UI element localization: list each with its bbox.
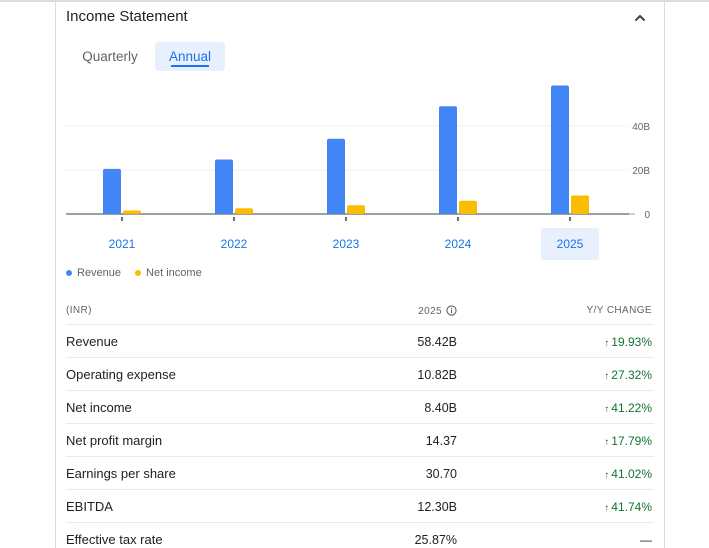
net-income-bar bbox=[571, 195, 589, 214]
income-bar-chart: 0 20B 40B 2021 2022 2023 2024 2025 bbox=[66, 85, 650, 260]
row-label: Net profit margin bbox=[66, 433, 163, 448]
x-tick-label[interactable]: 2022 bbox=[221, 237, 248, 251]
row-change: ↑ 41.22% bbox=[604, 401, 652, 415]
table-row: Revenue 58.42B ↑ 19.93% bbox=[66, 324, 654, 357]
row-change-value: 41.74% bbox=[611, 500, 652, 514]
card-title: Income Statement bbox=[66, 8, 188, 25]
arrow-up-icon: ↑ bbox=[604, 470, 610, 481]
row-change-value: 41.02% bbox=[611, 467, 652, 481]
net-income-bar bbox=[123, 210, 141, 214]
tab-quarterly[interactable]: Quarterly bbox=[82, 49, 138, 64]
row-value: 12.30B bbox=[417, 500, 457, 514]
revenue-bar bbox=[103, 168, 121, 214]
legend-item-revenue: Revenue bbox=[66, 267, 121, 279]
table-row: Operating expense 10.82B ↑ 27.32% bbox=[66, 357, 654, 390]
table-row: Net profit margin 14.37 ↑ 17.79% bbox=[66, 423, 654, 456]
row-change: — bbox=[640, 533, 652, 547]
row-value: 30.70 bbox=[425, 467, 457, 481]
x-tick-label[interactable]: 2025 bbox=[557, 237, 584, 251]
tab-selected-indicator bbox=[171, 65, 209, 67]
column-header-year: 2025 bbox=[366, 305, 457, 317]
legend-item-net-income: Net income bbox=[135, 267, 202, 279]
revenue-bar bbox=[215, 159, 233, 214]
net-income-bar bbox=[235, 208, 253, 214]
x-tick-label[interactable]: 2023 bbox=[333, 237, 360, 251]
row-change: ↑ 41.74% bbox=[604, 500, 652, 514]
row-label: EBITDA bbox=[66, 499, 113, 514]
row-label: Effective tax rate bbox=[66, 532, 163, 547]
tab-annual-label: Annual bbox=[168, 49, 212, 64]
revenue-bar bbox=[551, 85, 569, 214]
row-value: 14.37 bbox=[425, 434, 457, 448]
legend-dot-net-income bbox=[135, 270, 142, 276]
x-tick-label[interactable]: 2021 bbox=[109, 237, 136, 251]
top-divider bbox=[0, 0, 709, 2]
row-change-value: 27.32% bbox=[611, 368, 652, 382]
row-change-value: 19.93% bbox=[611, 335, 652, 349]
arrow-up-icon: ↑ bbox=[604, 338, 610, 349]
row-change: ↑ 41.02% bbox=[604, 467, 652, 481]
row-change: ↑ 27.32% bbox=[604, 368, 652, 382]
row-change: ↑ 17.79% bbox=[604, 434, 652, 448]
card-header[interactable]: Income Statement bbox=[66, 8, 656, 32]
table-header: (INR) 2025 Y/Y CHANGE bbox=[66, 294, 654, 324]
row-value: 58.42B bbox=[417, 335, 457, 349]
table-row: EBITDA 12.30B ↑ 41.74% bbox=[66, 489, 654, 522]
row-label: Net income bbox=[66, 400, 132, 415]
arrow-up-icon: ↑ bbox=[604, 371, 610, 382]
table-row: Effective tax rate 25.87% — bbox=[66, 522, 654, 548]
column-header-year-label: 2025 bbox=[418, 306, 442, 317]
revenue-bar bbox=[439, 106, 457, 214]
row-label: Revenue bbox=[66, 334, 119, 349]
table-row: Net income 8.40B ↑ 41.22% bbox=[66, 390, 654, 423]
legend-dot-revenue bbox=[66, 270, 72, 276]
chevron-up-icon[interactable] bbox=[632, 10, 648, 26]
y-tick-label: 0 bbox=[644, 210, 650, 221]
net-income-bar bbox=[459, 200, 477, 214]
table-body: Revenue 58.42B ↑ 19.93% Operating expense 10.… bbox=[66, 324, 654, 548]
x-tick-label[interactable]: 2024 bbox=[445, 237, 472, 251]
row-value: 25.87% bbox=[414, 533, 457, 547]
row-label: Earnings per share bbox=[66, 466, 176, 481]
column-header-currency: (INR) bbox=[66, 305, 92, 316]
row-value: 8.40B bbox=[424, 401, 457, 415]
net-income-bar bbox=[347, 205, 365, 214]
financials-table: (INR) 2025 Y/Y CHANGE Revenue 58.42B ↑ 19.9… bbox=[66, 294, 654, 548]
row-change-value: 17.79% bbox=[611, 434, 652, 448]
selected-year-highlight bbox=[541, 228, 599, 260]
chart-legend: Revenue Net income bbox=[66, 267, 202, 279]
arrow-up-icon: ↑ bbox=[604, 437, 610, 448]
arrow-up-icon: ↑ bbox=[604, 404, 610, 415]
row-label: Operating expense bbox=[66, 367, 176, 382]
y-tick-label: 40B bbox=[632, 122, 650, 133]
table-row: Earnings per share 30.70 ↑ 41.02% bbox=[66, 456, 654, 489]
row-change-value: 41.22% bbox=[611, 401, 652, 415]
info-icon[interactable] bbox=[446, 305, 457, 316]
revenue-bar bbox=[327, 138, 345, 214]
legend-label-net-income: Net income bbox=[146, 267, 202, 279]
arrow-up-icon: ↑ bbox=[604, 503, 610, 514]
row-change-value: — bbox=[640, 533, 652, 547]
tab-annual[interactable]: Annual bbox=[155, 42, 225, 71]
column-header-change: Y/Y CHANGE bbox=[586, 305, 652, 316]
y-tick-label: 20B bbox=[632, 166, 650, 177]
row-change: ↑ 19.93% bbox=[604, 335, 652, 349]
row-value: 10.82B bbox=[417, 368, 457, 382]
income-statement-card: Income Statement Quarterly Annual 0 20B 40… bbox=[55, 2, 665, 548]
legend-label-revenue: Revenue bbox=[77, 267, 122, 279]
